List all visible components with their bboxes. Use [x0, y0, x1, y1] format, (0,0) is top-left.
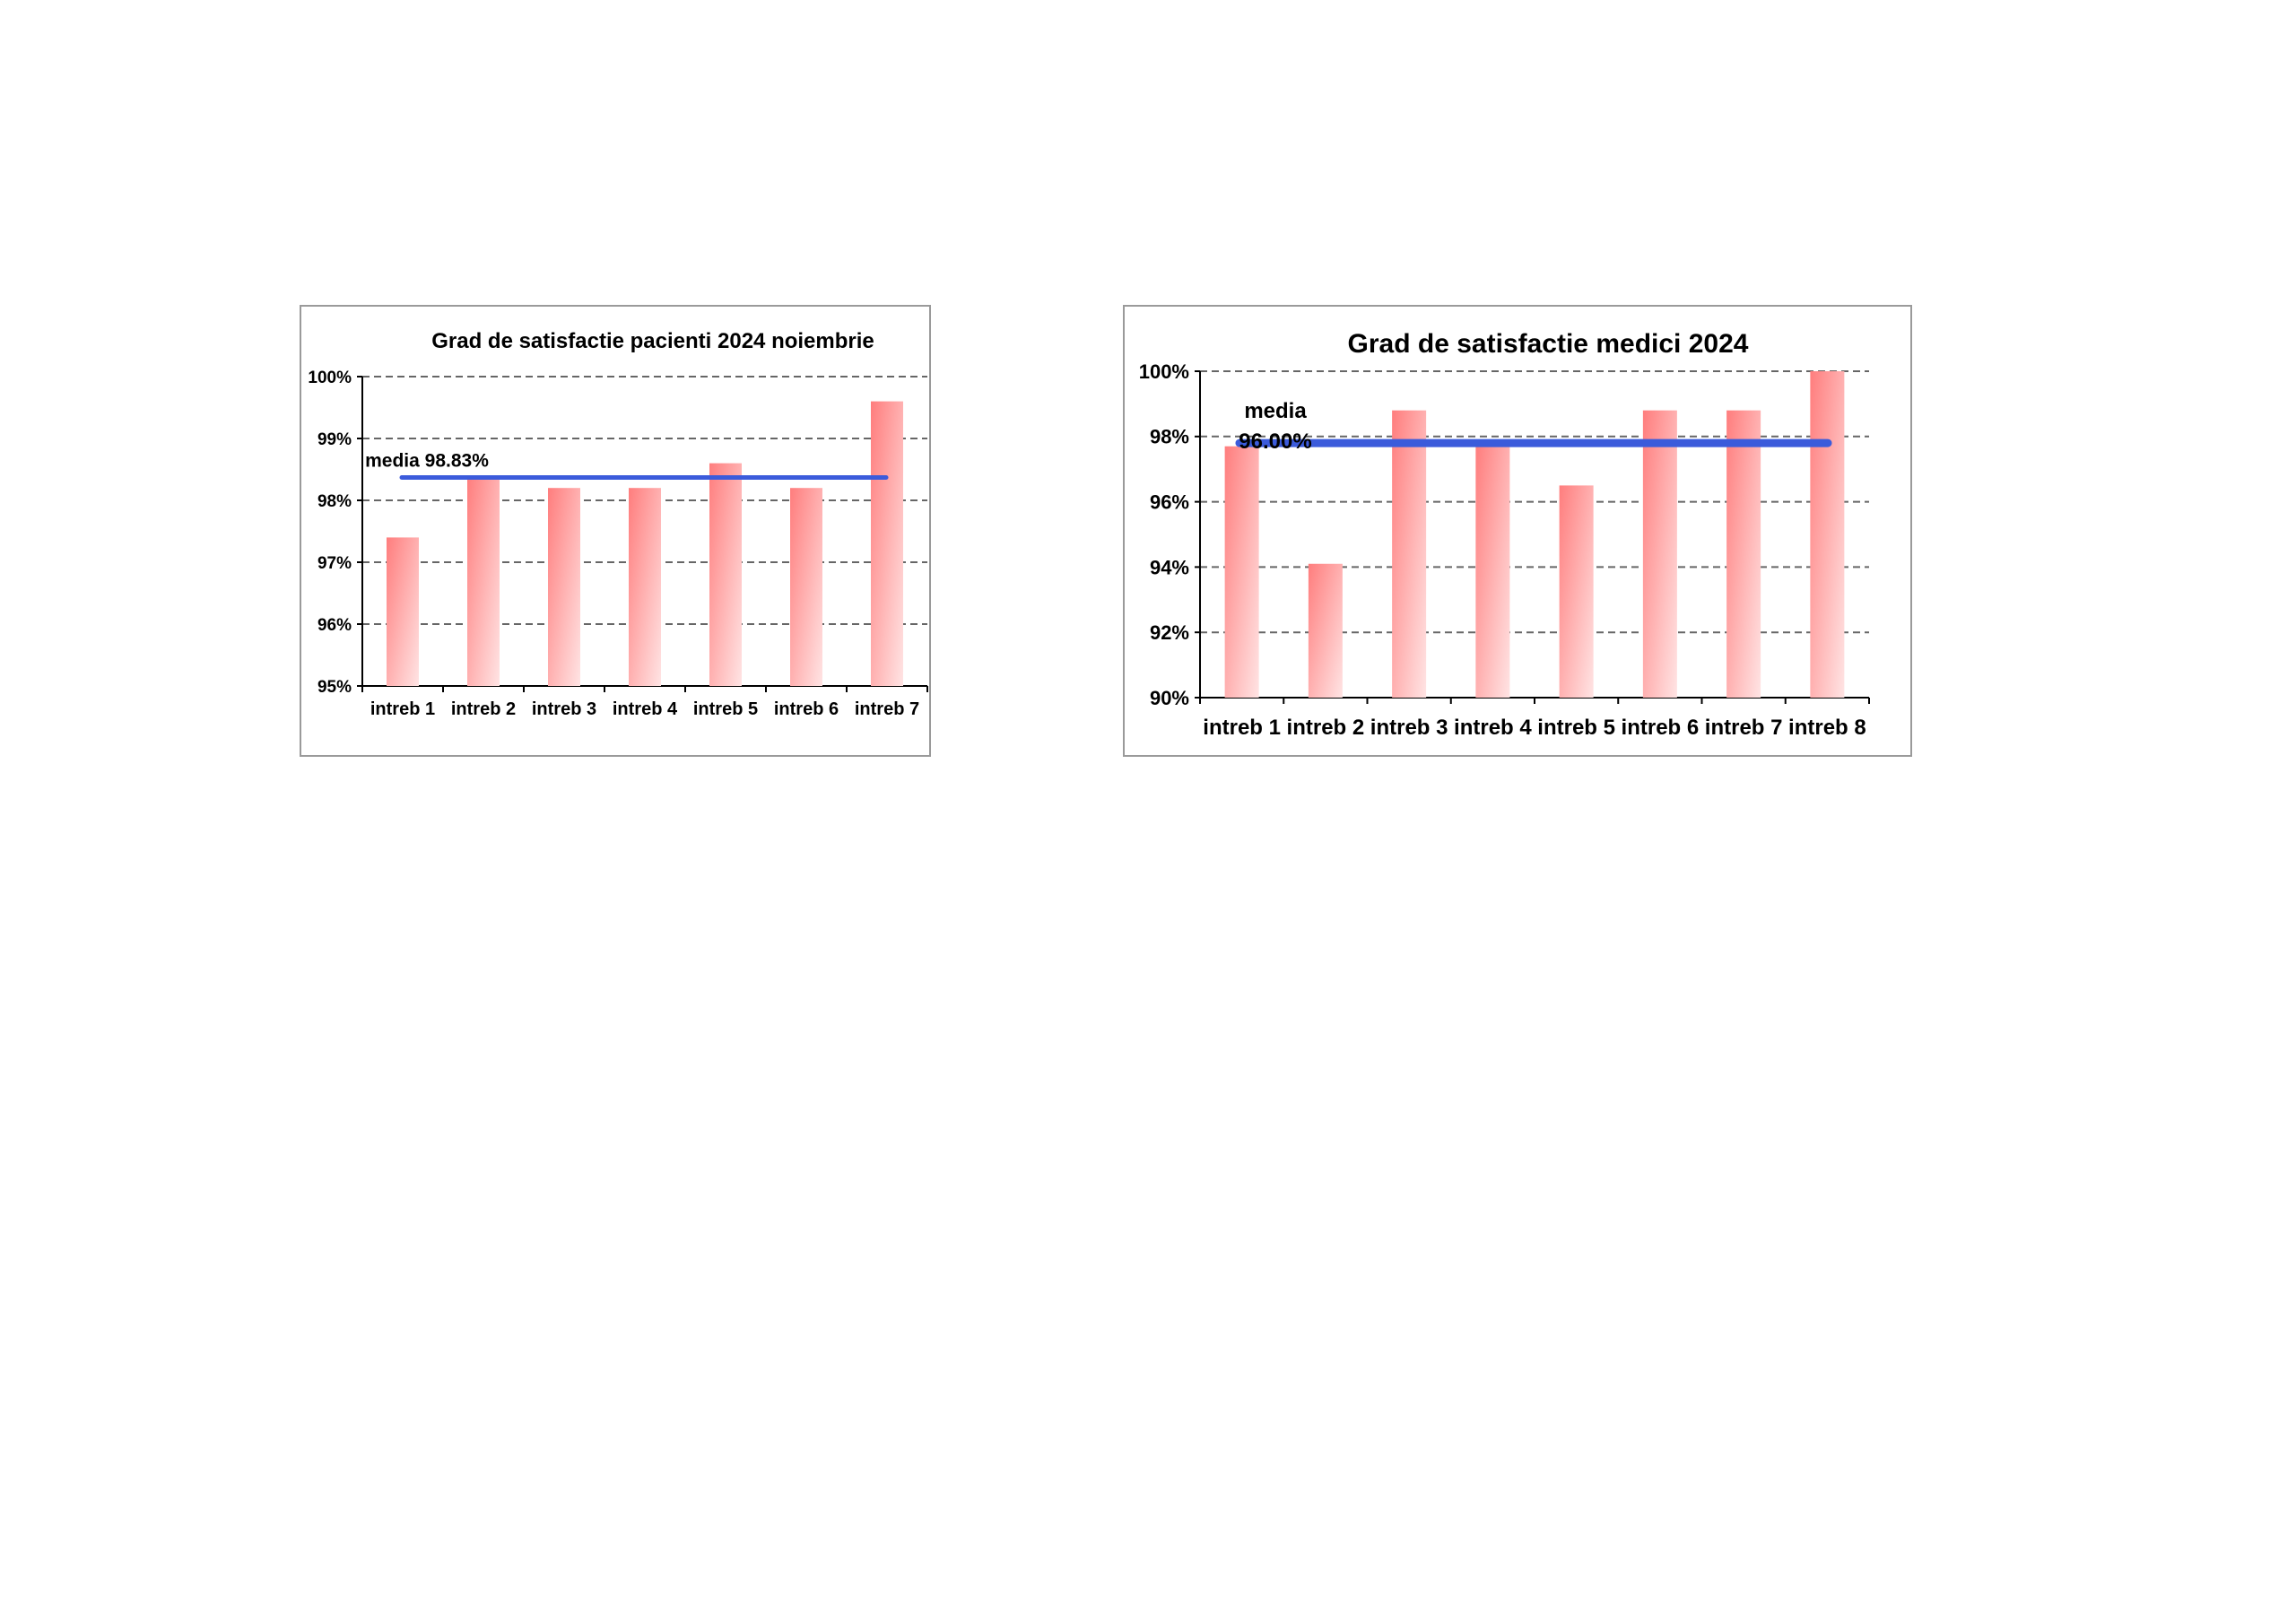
chart-patients: Grad de satisfactie pacienti 2024 noiemb… [300, 305, 931, 757]
bar [1308, 563, 1343, 698]
bar [871, 401, 903, 686]
y-tick-label: 92% [1150, 621, 1189, 644]
y-tick-label: 98% [1150, 426, 1189, 448]
y-tick-label: 95% [317, 678, 352, 697]
average-label: media 98.83% [365, 450, 489, 471]
bar [1810, 371, 1845, 698]
x-tick-label: intreb 7 [1705, 716, 1783, 740]
bar [1224, 446, 1259, 698]
x-tick-label: intreb 4 [1454, 716, 1532, 740]
x-tick-label: intreb 6 [774, 699, 839, 719]
bar [1642, 410, 1677, 698]
x-tick-label: intreb 3 [532, 699, 596, 719]
x-tick-label: intreb 8 [1788, 716, 1866, 740]
chart-doctors: Grad de satisfactie medici 2024 90% 92% 94… [1123, 305, 1912, 757]
y-tick-label: 99% [317, 430, 352, 449]
y-tick-label: 100% [308, 369, 352, 387]
x-tick-label: intreb 7 [855, 699, 919, 719]
y-tick-label: 96% [317, 616, 352, 635]
y-tick-label: 96% [1150, 491, 1189, 514]
average-value: 96.00% [1239, 430, 1311, 454]
bar [548, 488, 580, 686]
bar [1559, 485, 1594, 698]
chart-title: Grad de satisfactie medici 2024 [1348, 329, 1749, 359]
chart-patients-svg: Grad de satisfactie pacienti 2024 noiemb… [308, 329, 928, 719]
chart-title: Grad de satisfactie pacienti 2024 noiemb… [431, 329, 874, 353]
bar [1726, 410, 1761, 698]
bar [467, 475, 500, 686]
x-tick-label: intreb 4 [613, 699, 678, 719]
y-tick-label: 98% [317, 492, 352, 511]
chart-doctors-svg: Grad de satisfactie medici 2024 90% 92% 94… [1139, 329, 1870, 740]
x-tick-label: intreb 2 [1287, 716, 1365, 740]
y-tick-label: 100% [1139, 360, 1189, 383]
x-tick-label: intreb 2 [451, 699, 516, 719]
y-tick-label: 94% [1150, 556, 1189, 578]
bar [1392, 410, 1427, 698]
x-tick-label: intreb 1 [1203, 716, 1281, 740]
x-tick-label: intreb 6 [1622, 716, 1700, 740]
bar [709, 463, 742, 686]
x-tick-label: intreb 5 [1537, 716, 1615, 740]
bar [790, 488, 822, 686]
x-tick-label: intreb 5 [693, 699, 758, 719]
bar [387, 537, 419, 686]
average-label: media [1244, 399, 1307, 423]
y-tick-label: 97% [317, 554, 352, 573]
x-tick-label: intreb 1 [370, 699, 435, 719]
y-tick-label: 90% [1150, 687, 1189, 709]
bar [629, 488, 661, 686]
bar [1475, 446, 1510, 698]
x-tick-label: intreb 3 [1370, 716, 1448, 740]
